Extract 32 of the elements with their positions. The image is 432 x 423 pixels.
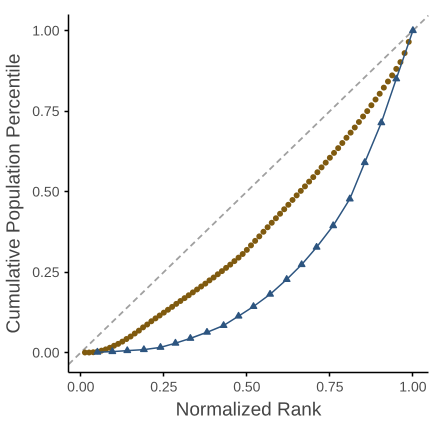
y-tick-label: 0.25: [32, 264, 60, 280]
y-tick-label: 0.50: [32, 184, 60, 200]
x-axis-title: Normalized Rank: [176, 400, 322, 420]
point: [249, 302, 258, 310]
point: [329, 221, 338, 228]
x-tick-label: 0.00: [67, 378, 95, 394]
point: [140, 345, 148, 352]
point: [123, 346, 132, 354]
y-tick-label: 0.75: [32, 103, 60, 120]
point: [156, 342, 164, 350]
x-tick-label: 0.50: [233, 378, 261, 394]
point: [392, 74, 400, 82]
point: [108, 347, 116, 354]
point: [298, 260, 306, 268]
point: [312, 242, 321, 250]
point: [282, 274, 291, 282]
point: [346, 194, 354, 202]
point: [408, 26, 417, 34]
y-axis-title: Cumulative Population Percentile: [3, 54, 24, 334]
point: [171, 338, 180, 346]
x-tick-label: 0.75: [316, 378, 344, 394]
point: [202, 328, 211, 335]
point: [186, 334, 194, 341]
point: [360, 158, 369, 166]
x-tick-label: 0.25: [150, 378, 178, 394]
point: [377, 118, 386, 126]
y-tick-label: 1.00: [32, 22, 60, 39]
y-tick-label: 0.00: [32, 344, 60, 361]
point: [220, 320, 228, 328]
point: [234, 312, 243, 319]
x-tick-label: 1.00: [399, 378, 427, 394]
point: [266, 290, 274, 297]
